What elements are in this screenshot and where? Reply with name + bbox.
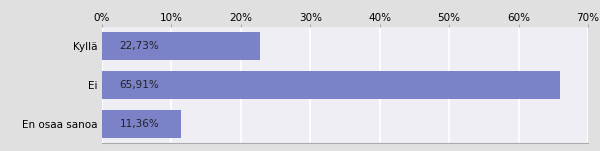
Text: 11,36%: 11,36% (119, 119, 159, 129)
Bar (102, 32, 260, 60)
Bar (102, 71, 560, 99)
Bar (102, 110, 181, 138)
Text: 65,91%: 65,91% (119, 80, 159, 90)
Text: 22,73%: 22,73% (119, 42, 159, 51)
